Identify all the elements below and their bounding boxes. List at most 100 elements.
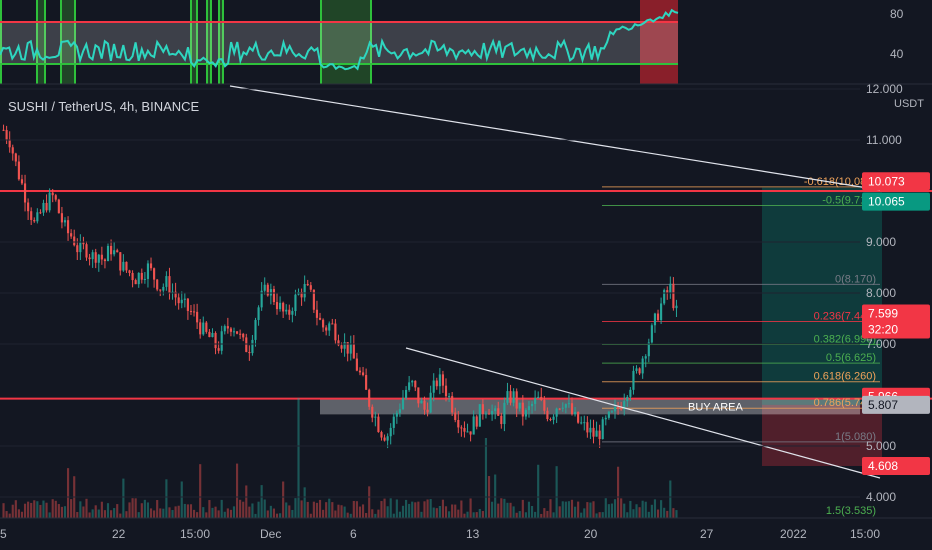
candle-body	[248, 351, 251, 354]
candle-body	[220, 331, 223, 351]
volume-bar	[580, 512, 583, 518]
symbol-label: SUSHI / TetherUS, 4h, BINANCE	[8, 99, 200, 114]
volume-bar	[11, 504, 14, 518]
volume-bar	[617, 466, 620, 518]
volume-bar	[491, 501, 494, 518]
volume-bar	[226, 508, 229, 518]
candle-body	[346, 342, 349, 354]
trendline-upper[interactable]	[229, 85, 881, 191]
volume-bar	[401, 505, 405, 518]
volume-bar	[122, 478, 125, 518]
candle-body	[2, 129, 5, 131]
candle-body	[521, 402, 524, 417]
candle-body	[279, 302, 282, 310]
candle-body	[448, 396, 451, 398]
candle-body	[159, 289, 162, 291]
volume-bar	[153, 510, 156, 518]
volume-bar	[604, 498, 607, 518]
candle-body	[85, 244, 88, 258]
candle-body	[174, 291, 177, 298]
fib-level-label: 0.618(6.260)	[814, 371, 876, 383]
candle-body	[140, 272, 143, 280]
candle-body	[242, 333, 245, 338]
volume-bar	[223, 511, 226, 518]
volume-bar	[408, 503, 411, 518]
volume-bar	[260, 485, 263, 518]
volume-bar	[441, 499, 445, 518]
candle-body	[312, 289, 315, 310]
time-axis[interactable]: 5 22 15:00 Dec 6 13 20 27 2022 15:00	[0, 517, 932, 541]
indicator-pane[interactable]: 80 40	[0, 0, 904, 84]
long-position-target-zone	[762, 187, 882, 405]
candle-body	[392, 416, 395, 428]
volume-bar	[361, 504, 365, 518]
volume-bar	[251, 503, 254, 518]
volume-bar	[423, 501, 426, 518]
candle-body	[552, 416, 555, 420]
candle-body	[257, 307, 260, 320]
candle-body	[558, 408, 561, 410]
candle-body	[196, 311, 199, 323]
candle-body	[214, 332, 217, 349]
volume-bar	[275, 513, 279, 518]
volume-bar	[583, 508, 586, 518]
candle-body	[371, 406, 374, 418]
candle-body	[352, 343, 355, 359]
candle-body	[580, 422, 583, 424]
candle-body	[94, 252, 97, 263]
candle-body	[641, 358, 644, 374]
volume-bar	[51, 499, 54, 518]
trendline-lower[interactable]	[405, 347, 881, 479]
volume-bar	[672, 508, 675, 518]
candle-body	[638, 368, 641, 374]
candle-body	[604, 417, 607, 420]
volume-bar	[66, 468, 70, 518]
candle-body	[177, 297, 180, 304]
volume-bar	[300, 500, 303, 518]
candle-body	[564, 404, 567, 408]
candle-body	[380, 432, 383, 438]
volume-bar	[180, 481, 183, 518]
volume-bar	[159, 508, 162, 518]
volume-bar	[196, 512, 199, 518]
candle-body	[438, 374, 441, 387]
time-label-1500: 15:00	[180, 527, 210, 541]
volume-bar	[613, 499, 617, 518]
candle-body	[45, 202, 48, 211]
volume-bar	[420, 511, 423, 518]
volume-bar	[601, 512, 604, 518]
candle-body	[14, 153, 17, 162]
fib-level-label: -0.618(10.080)	[804, 176, 876, 188]
volume-bar	[558, 506, 561, 518]
price-pane[interactable]: -0.618(10.080)-0.5(9.715)0(8.170)0.236(7…	[0, 85, 932, 518]
candle-body	[389, 427, 392, 437]
volume-bar	[647, 511, 650, 518]
candle-body	[275, 302, 279, 310]
candle-body	[294, 294, 297, 312]
volume-bar	[632, 509, 635, 518]
candle-body	[100, 254, 103, 260]
volume-bar	[404, 499, 408, 518]
time-label-dec: Dec	[260, 527, 281, 541]
candle-body	[232, 331, 236, 333]
volume-bar	[607, 504, 610, 518]
candle-body	[322, 319, 325, 328]
volume-bar	[189, 504, 193, 518]
volume-bar	[183, 503, 186, 518]
candle-body	[518, 402, 521, 409]
volume-bar	[484, 438, 488, 518]
volume-bar	[641, 500, 644, 518]
candle-body	[530, 403, 534, 407]
volume-bar	[217, 510, 220, 518]
price-axis[interactable]: 12.000 11.000 9.000 8.000 7.000 5.000 4.000 US…	[0, 82, 930, 504]
volume-bar	[322, 509, 325, 518]
candle-body	[235, 331, 239, 334]
candle-body	[211, 332, 214, 338]
candle-body	[122, 261, 125, 271]
indicator-scale-40: 40	[890, 47, 904, 61]
volume-bar	[100, 501, 103, 518]
candle-body	[51, 192, 54, 196]
candle-body	[377, 416, 380, 433]
volume-bar	[620, 498, 623, 518]
